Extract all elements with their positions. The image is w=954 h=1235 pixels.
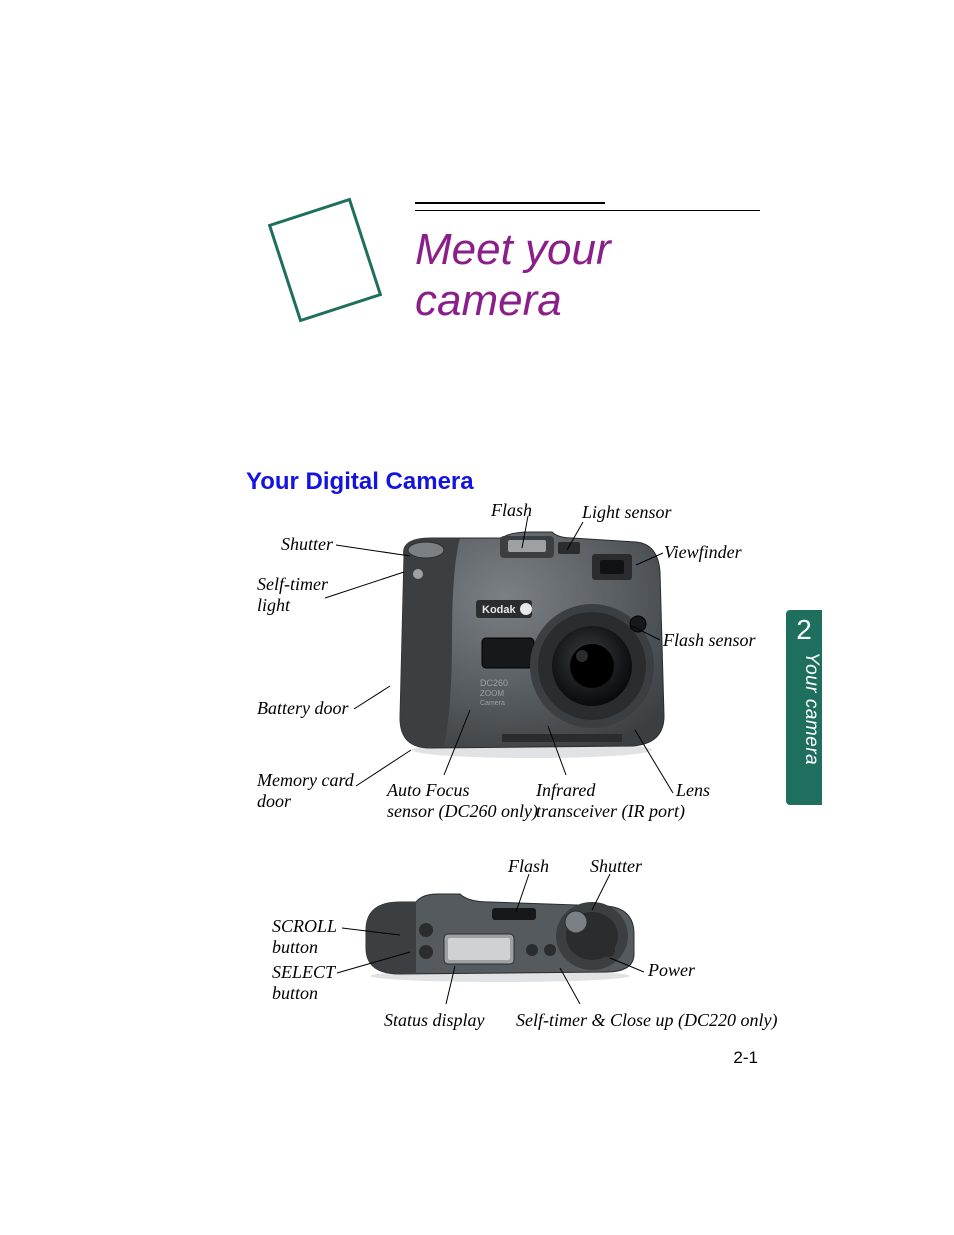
page-number: 2-1 bbox=[733, 1048, 758, 1068]
side-tab-number: 2 bbox=[786, 614, 822, 646]
side-tab: 2 Your camera bbox=[786, 610, 822, 805]
page: Meet your camera Your Digital Camera bbox=[0, 0, 954, 1235]
side-tab-label: Your camera bbox=[786, 652, 822, 802]
